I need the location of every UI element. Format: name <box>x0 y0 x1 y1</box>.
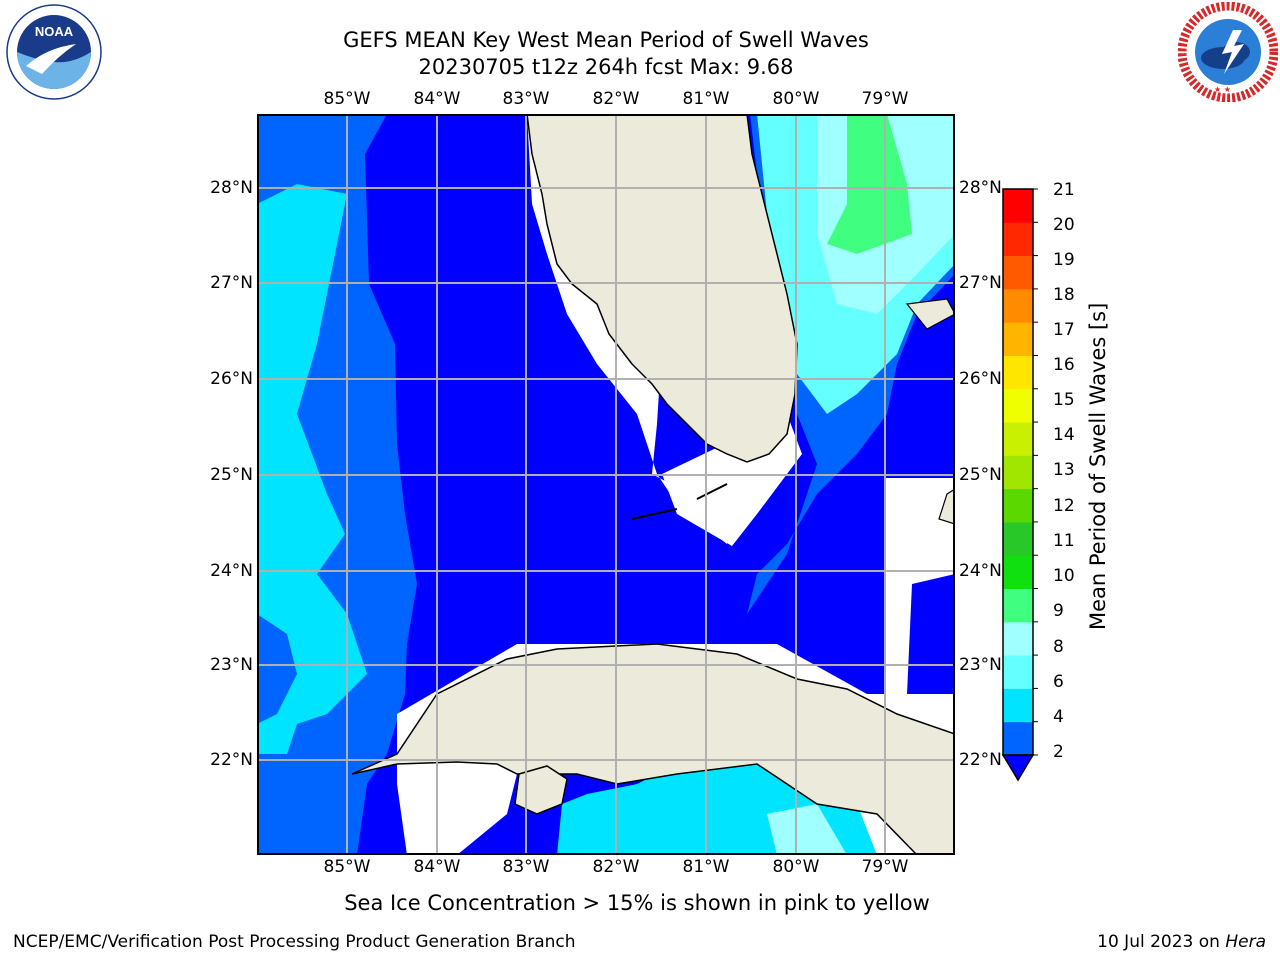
noaa-logo-icon: NOAA <box>6 4 102 100</box>
map-subtitle: 20230705 t12z 264h fcst Max: 9.68 <box>418 55 794 79</box>
isle-of-youth <box>514 765 568 815</box>
noaa-logo: NOAA <box>6 4 102 100</box>
colorbar-tick: 4 <box>1053 707 1064 727</box>
swell-period-map <box>257 113 956 856</box>
lat-tick-right: 25°N <box>959 465 1002 485</box>
credit-host: Hera <box>1225 932 1266 952</box>
lon-tick-top: 85°W <box>323 89 371 109</box>
lat-tick-right: 24°N <box>959 561 1002 581</box>
colorbar-swatch <box>1003 255 1033 290</box>
colorbar-tick: 2 <box>1053 742 1064 762</box>
credit-date: 10 Jul 2023 on <box>1097 932 1226 952</box>
colorbar-swatch <box>1003 189 1033 223</box>
lon-tick-top: 83°W <box>502 89 550 109</box>
lon-tick-bottom: 83°W <box>502 857 550 877</box>
lon-tick-bottom: 85°W <box>323 857 371 877</box>
lat-tick-left: 25°N <box>210 465 253 485</box>
colorbar-swatch <box>1003 388 1033 423</box>
colorbar-tick: 13 <box>1053 460 1075 480</box>
lon-tick-top: 82°W <box>592 89 640 109</box>
colorbar-tick: 17 <box>1053 320 1075 340</box>
colorbar-tick: 18 <box>1053 285 1075 305</box>
colorbar-swatch <box>1003 555 1033 590</box>
map-panel <box>257 113 956 856</box>
florida-keys <box>631 483 728 520</box>
colorbar-tick: 19 <box>1053 250 1075 270</box>
colorbar-tick: 20 <box>1053 215 1075 235</box>
lon-tick-top: 80°W <box>772 89 820 109</box>
colorbar-tick: 14 <box>1053 425 1075 445</box>
lon-tick-bottom: 81°W <box>682 857 730 877</box>
lat-tick-right: 26°N <box>959 369 1002 389</box>
colorbar-tick: 15 <box>1053 390 1075 410</box>
colorbar-tick: 10 <box>1053 566 1075 586</box>
lon-tick-bottom: 84°W <box>413 857 461 877</box>
credit-left: NCEP/EMC/Verification Post Processing Pr… <box>13 932 576 952</box>
colorbar-tick: 16 <box>1053 355 1075 375</box>
colorbar-frame <box>1002 188 1034 756</box>
colorbar-swatch <box>1003 621 1033 656</box>
lat-tick-left: 23°N <box>210 655 253 675</box>
nws-logo: ★ ★ <box>1177 1 1279 103</box>
swell-band-8-9-south <box>767 804 847 855</box>
sea-ice-note: Sea Ice Concentration > 15% is shown in … <box>344 891 930 915</box>
credit-right: 10 Jul 2023 on Hera <box>1097 932 1266 952</box>
lat-tick-left: 28°N <box>210 178 253 198</box>
colorbar <box>1000 186 1040 786</box>
lon-tick-bottom: 82°W <box>592 857 640 877</box>
lat-tick-right: 23°N <box>959 655 1002 675</box>
colorbar-swatch <box>1003 488 1033 523</box>
lon-tick-bottom: 80°W <box>772 857 820 877</box>
colorbar-swatch <box>1003 455 1033 490</box>
colorbar-tick: 12 <box>1053 496 1075 516</box>
map-frame <box>257 114 955 855</box>
colorbar-tick: 11 <box>1053 531 1075 551</box>
lon-tick-top: 84°W <box>413 89 461 109</box>
colorbar-tick: 6 <box>1053 672 1064 692</box>
map-title: GEFS MEAN Key West Mean Period of Swell … <box>343 28 869 52</box>
colorbar-swatch <box>1003 222 1033 257</box>
lat-tick-right: 22°N <box>959 750 1002 770</box>
colorbar-swatch <box>1003 655 1033 689</box>
colorbar-tick: 9 <box>1053 601 1064 621</box>
swell-band-2-4-west-inner <box>257 614 297 724</box>
colorbar-under-extension <box>1001 754 1035 782</box>
colorbar-svg <box>1001 188 1038 782</box>
swell-band-9-10-east <box>827 114 912 254</box>
lat-tick-left: 26°N <box>210 369 253 389</box>
national-weather-service-logo-icon: ★ ★ <box>1177 1 1279 103</box>
colorbar-tick: 8 <box>1053 637 1064 657</box>
colorbar-swatch <box>1003 288 1033 323</box>
colorbar-label: Mean Period of Swell Waves [s] <box>1086 302 1110 630</box>
colorbar-swatch <box>1003 322 1033 356</box>
lat-tick-left: 22°N <box>210 750 253 770</box>
colorbar-tick: 21 <box>1053 180 1075 200</box>
lat-tick-left: 27°N <box>210 273 253 293</box>
colorbar-swatch <box>1003 588 1033 623</box>
svg-text:★ ★: ★ ★ <box>1214 85 1231 94</box>
lon-tick-bottom: 79°W <box>861 857 909 877</box>
colorbar-swatch <box>1003 422 1033 456</box>
colorbar-swatch <box>1003 521 1033 556</box>
colorbar-swatch <box>1003 355 1033 390</box>
graticule <box>257 114 955 855</box>
svg-text:NOAA: NOAA <box>35 24 74 39</box>
lon-tick-top: 79°W <box>861 89 909 109</box>
lat-tick-left: 24°N <box>210 561 253 581</box>
lat-tick-right: 27°N <box>959 273 1002 293</box>
lat-tick-right: 28°N <box>959 178 1002 198</box>
colorbar-swatch <box>1003 721 1033 756</box>
no-data-bahamas <box>885 478 955 694</box>
colorbar-swatch <box>1003 688 1033 723</box>
swell-band-4-6-west <box>257 184 367 754</box>
lon-tick-top: 81°W <box>682 89 730 109</box>
